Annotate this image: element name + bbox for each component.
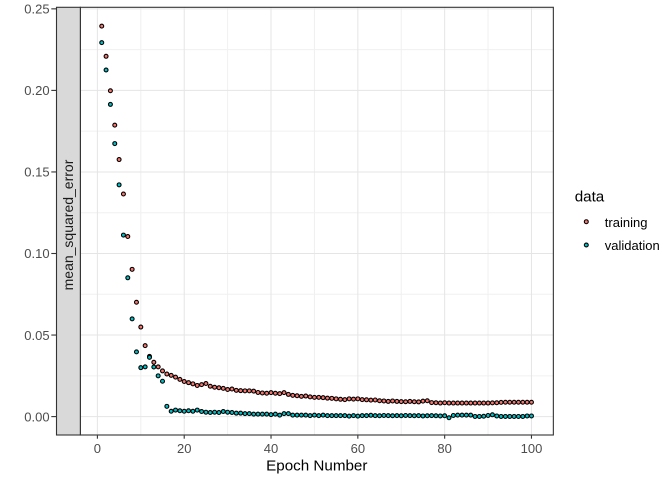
svg-text:0.05: 0.05 bbox=[24, 328, 49, 343]
svg-text:data: data bbox=[575, 188, 605, 205]
svg-text:100: 100 bbox=[521, 441, 543, 456]
svg-text:0.00: 0.00 bbox=[24, 409, 49, 424]
svg-text:0: 0 bbox=[94, 441, 101, 456]
svg-text:60: 60 bbox=[351, 441, 365, 456]
svg-text:validation: validation bbox=[605, 238, 660, 253]
svg-text:0.20: 0.20 bbox=[24, 83, 49, 98]
svg-text:0.25: 0.25 bbox=[24, 2, 49, 17]
svg-text:mean_squared_error: mean_squared_error bbox=[60, 159, 76, 290]
svg-text:0.10: 0.10 bbox=[24, 246, 49, 261]
svg-text:training: training bbox=[605, 215, 648, 230]
svg-text:Epoch Number: Epoch Number bbox=[266, 457, 367, 474]
svg-text:80: 80 bbox=[437, 441, 451, 456]
svg-text:0.15: 0.15 bbox=[24, 165, 49, 180]
svg-text:40: 40 bbox=[264, 441, 278, 456]
svg-text:20: 20 bbox=[177, 441, 191, 456]
